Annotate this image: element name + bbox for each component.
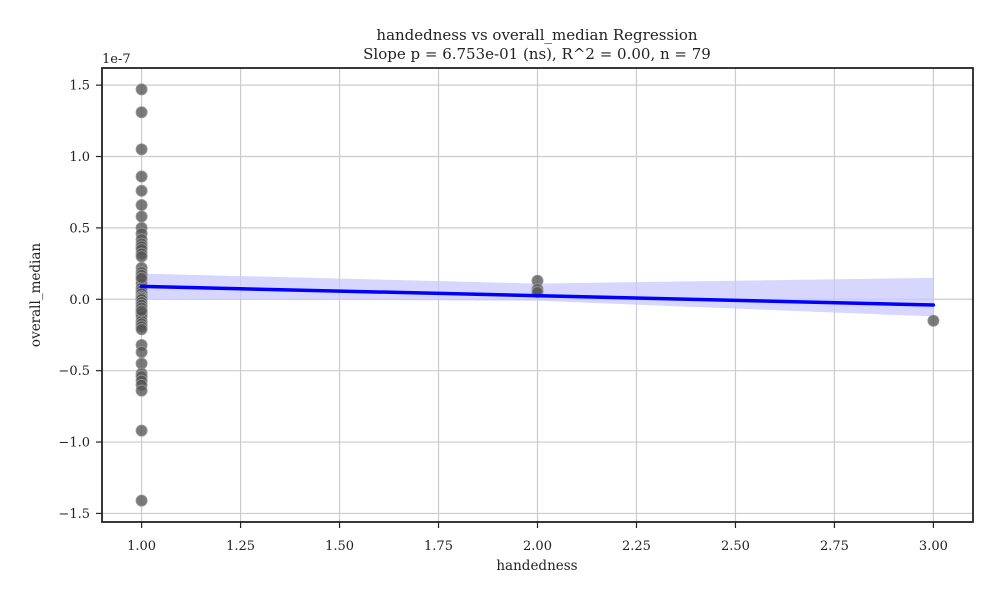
data-point bbox=[135, 346, 148, 359]
regression-line bbox=[139, 284, 936, 307]
data-point bbox=[135, 357, 148, 370]
x-tick-label: 2.00 bbox=[523, 539, 552, 554]
x-tick-label: 2.75 bbox=[820, 539, 849, 554]
data-point bbox=[135, 250, 148, 263]
y-tick-label: 0.0 bbox=[69, 293, 90, 308]
data-point bbox=[135, 199, 148, 212]
y-tick-label: 0.5 bbox=[69, 221, 90, 236]
x-tick-label: 1.00 bbox=[127, 539, 156, 554]
x-tick-label: 3.00 bbox=[919, 539, 948, 554]
data-point bbox=[135, 323, 148, 336]
data-point bbox=[135, 424, 148, 437]
data-point bbox=[135, 184, 148, 197]
data-point bbox=[135, 143, 148, 156]
data-point bbox=[135, 106, 148, 119]
y-tick-label: −0.5 bbox=[58, 364, 90, 379]
data-point bbox=[135, 384, 148, 397]
x-tick-label: 2.50 bbox=[721, 539, 750, 554]
chart-subtitle: Slope p = 6.753e-01 (ns), R^2 = 0.00, n … bbox=[363, 45, 711, 63]
chart-title: handedness vs overall_median Regression bbox=[376, 26, 697, 44]
x-tick-label: 1.50 bbox=[325, 539, 354, 554]
x-tick-label: 1.25 bbox=[226, 539, 255, 554]
data-point bbox=[135, 170, 148, 183]
y-tick-label: −1.0 bbox=[58, 436, 90, 451]
y-axis-offset-label: 1e-7 bbox=[102, 52, 131, 67]
data-point bbox=[135, 271, 148, 284]
x-tick-label: 1.75 bbox=[424, 539, 453, 554]
y-tick-label: 1.5 bbox=[69, 79, 90, 94]
x-axis-label: handedness bbox=[496, 558, 577, 574]
data-point bbox=[927, 314, 940, 327]
y-axis-label: overall_median bbox=[28, 243, 44, 347]
data-point bbox=[135, 304, 148, 317]
data-point bbox=[135, 83, 148, 96]
regression-fit-line bbox=[139, 284, 936, 307]
y-tick-label: −1.5 bbox=[58, 507, 90, 522]
y-tick-label: 1.0 bbox=[69, 150, 90, 165]
data-point bbox=[135, 210, 148, 223]
x-tick-label: 2.25 bbox=[622, 539, 651, 554]
axis-ticks: 1.00 1.25 1.50 1.75 2.00 2.25 2.50 2.75 3.00 −1.5… bbox=[58, 79, 947, 554]
scatter-points bbox=[135, 83, 940, 507]
data-point bbox=[135, 494, 148, 507]
